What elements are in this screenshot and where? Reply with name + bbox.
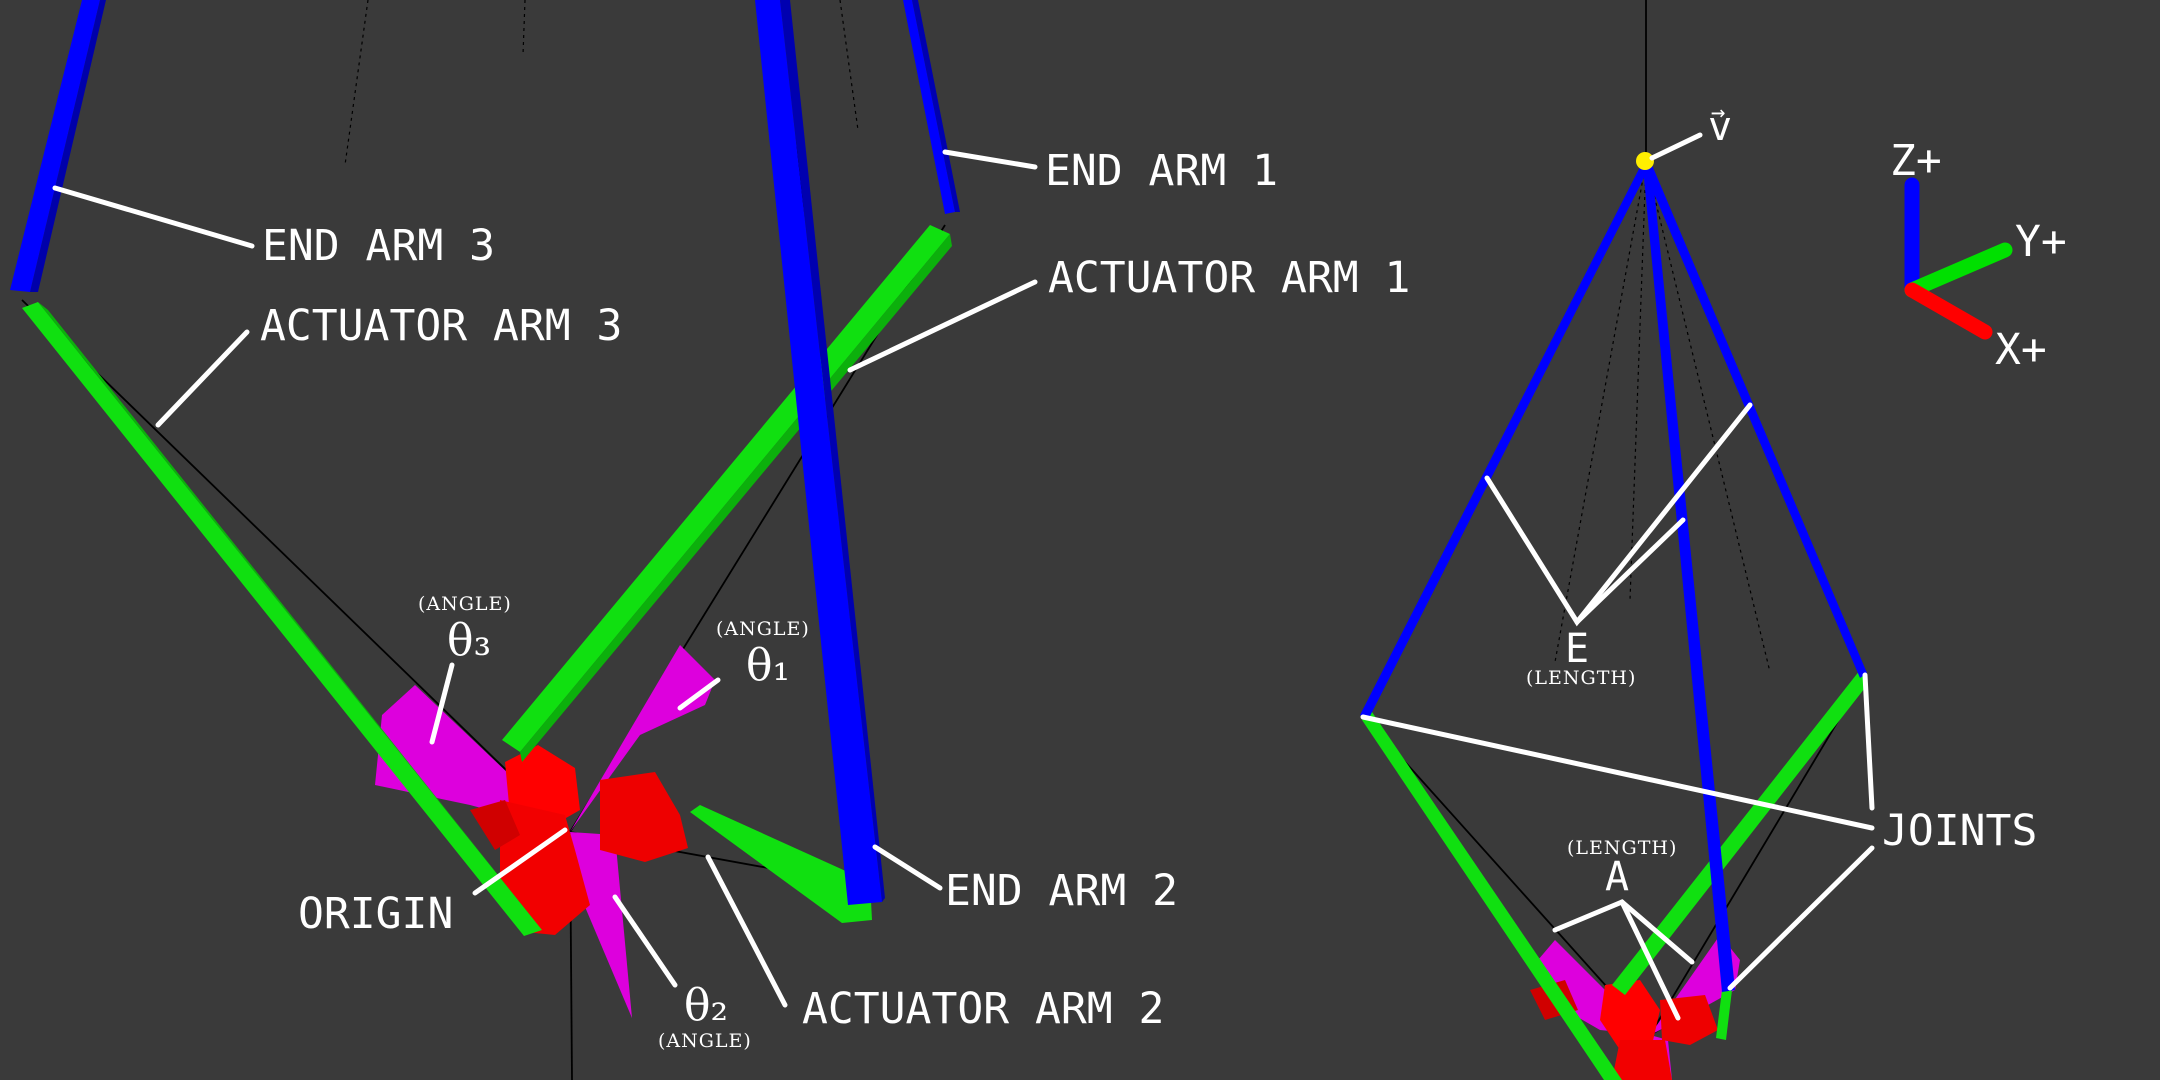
end-arm-1-shade [912,0,960,212]
theta-3-label: θ₃ [447,615,491,666]
x-axis [1904,282,1993,340]
right-end-arm [1644,165,1867,678]
right-guide-line [1629,161,1647,601]
motor-block [470,800,520,850]
theta-3-leader [429,662,455,745]
right-actuator-arm [1612,670,1868,995]
joints-leader [1360,714,1875,831]
z-axis-label: Z+ [1890,136,1942,186]
end-arm-2-shade [780,0,885,902]
actuator-arm-3-label: ACTUATOR ARM 3 [260,301,622,351]
end-arm-2-leader [872,844,943,891]
end-arm-3-label: END ARM 3 [262,221,495,271]
joints-label: JOINTS [1882,806,2037,856]
right-end-arm [1643,168,1735,992]
actuator-arm-1-leader [847,279,1038,373]
end-arm-3-leader [52,185,255,249]
theta-2-wedge [570,832,632,1018]
left-guide-line [839,0,859,131]
vector-arrow: → [1711,98,1725,126]
end-arm-3-shade [30,0,106,292]
theta-1-label: θ₁ [746,640,790,691]
actuator-length-symbol: A [1605,854,1629,900]
left-link-line [21,299,571,833]
actuator-arm-1 [502,225,950,752]
motor-block [600,772,688,862]
y-axis-label: Y+ [2015,217,2067,267]
actuator-arm-2 [690,805,872,923]
end-arm-2-label: END ARM 2 [945,866,1178,916]
left-guide-line [522,0,526,56]
end-arm-2 [755,0,882,905]
actuator-arm-3-leader [155,329,250,428]
joints-leader [1862,672,1875,811]
joints-leader [1727,845,1875,991]
theta-1-angle-note: (ANGLE) [716,618,810,640]
end-length-symbol: E [1565,626,1589,672]
theta-1-leader [677,677,721,711]
actuator-arm-1-shade [520,234,952,762]
origin-label: ORIGIN [298,889,453,939]
left-delta-robot: END ARM 1 END ARM 3 ACTUATOR ARM 1 ACTUA… [10,0,1410,1080]
right-delta-robot: → v E (LENGTH) (LENGTH) A JOINTS [1360,0,2037,1080]
theta-2-leader [612,894,678,988]
actuator-length-note: (LENGTH) [1567,837,1677,859]
actuator-length-leader [1619,899,1681,1021]
actuator-arm-2-label: ACTUATOR ARM 2 [802,984,1164,1034]
actuator-arm-3-shade [38,302,542,930]
actuator-arm-1-label: ACTUATOR ARM 1 [1048,253,1410,303]
right-end-arm [1360,165,1648,720]
end-length-note: (LENGTH) [1526,667,1636,689]
right-guide-line [1554,161,1647,663]
right-link-line [1362,714,1651,1036]
vector-label: v [1708,104,1732,150]
end-arm-1 [903,0,955,214]
axis-indicator: Z+ Y+ X+ [1890,136,2067,375]
end-arm-1-label: END ARM 1 [1045,146,1278,196]
end-length-leader [1574,517,1686,625]
x-axis-label: X+ [1995,325,2047,375]
theta-1-wedge [570,645,715,832]
theta-2-angle-note: (ANGLE) [658,1030,752,1052]
actuator-arm-3 [22,302,542,936]
origin-leader [472,827,568,896]
right-actuator-arm [1716,990,1732,1040]
end-arm-3 [10,0,100,292]
y-axis [1904,242,2013,298]
motor-block [500,800,590,935]
right-motor-block [1600,980,1660,1050]
end-arm-1-leader [942,149,1038,170]
actuator-arm-2-leader [705,854,788,1008]
theta-2-label: θ₂ [684,980,728,1031]
end-effector-point [1636,152,1654,170]
theta-3-angle-note: (ANGLE) [418,593,512,615]
right-link-line [1649,675,1866,1036]
vector-leader [1649,132,1703,161]
right-actuator-arm [1362,712,1622,1080]
right-motor-block [1612,1040,1672,1080]
